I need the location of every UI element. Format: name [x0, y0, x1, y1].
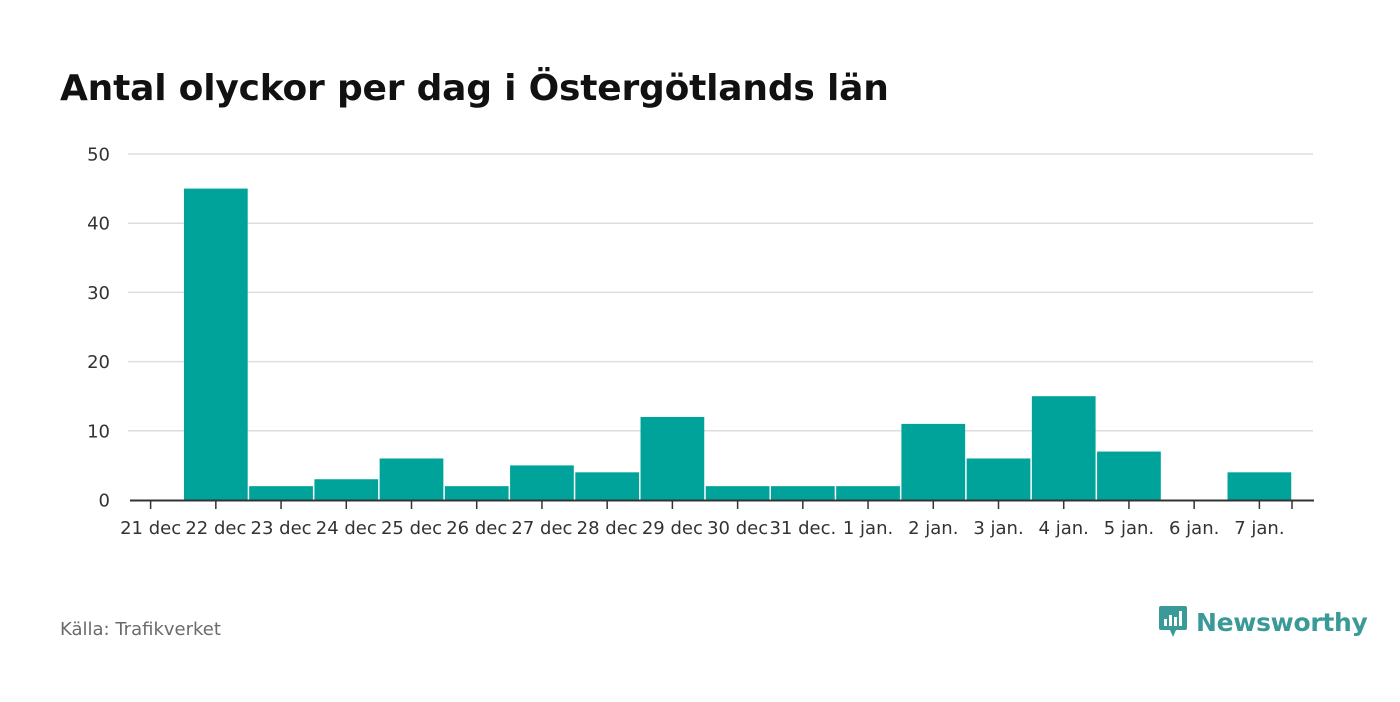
- brand-name: Newsworthy: [1196, 607, 1368, 637]
- x-tick-label: 31 dec.: [769, 518, 836, 539]
- x-tick-label: 24 dec: [316, 518, 377, 539]
- bars: [183, 188, 1292, 500]
- source-note: Källa: Trafikverket: [60, 619, 221, 640]
- x-tick-label: 6 jan.: [1169, 518, 1219, 539]
- x-tick-label: 2 jan.: [908, 518, 958, 539]
- x-tick-label: 22 dec: [185, 518, 246, 539]
- x-tick-label: 25 dec: [381, 518, 442, 539]
- chart-title: Antal olyckor per dag i Östergötlands lä…: [60, 68, 889, 109]
- gridlines: [128, 153, 1313, 432]
- bar: [379, 458, 444, 500]
- y-tick-label: 50: [87, 145, 110, 166]
- bar: [640, 416, 705, 500]
- x-axis-ticks: 21 dec 22 dec 23 dec 24 dec 25 dec 26 dec 27 d…: [120, 500, 1293, 539]
- y-tick-label: 10: [87, 421, 110, 442]
- bar: [966, 458, 1031, 500]
- y-tick-label: 30: [87, 283, 110, 304]
- bar: [1031, 396, 1096, 500]
- bar: [836, 486, 900, 500]
- bar: [770, 486, 835, 500]
- y-tick-label: 20: [87, 352, 110, 373]
- y-tick-label: 0: [99, 491, 110, 512]
- bar: [444, 486, 509, 500]
- x-tick-label: 4 jan.: [1039, 518, 1089, 539]
- x-tick-label: 28 dec: [577, 518, 638, 539]
- bar: [575, 472, 640, 500]
- bar: [705, 486, 770, 500]
- y-axis-ticks: 0 10 20 30 40 50: [87, 145, 110, 512]
- bar-chart: 0 10 20 30 40 50 21 dec 22 dec 23 dec 24 dec 25 d…: [87, 145, 1314, 539]
- x-tick-label: 5 jan.: [1104, 518, 1154, 539]
- x-tick-label: 7 jan.: [1234, 518, 1284, 539]
- newsworthy-logo-icon: [1159, 606, 1187, 637]
- x-tick-label: 26 dec: [446, 518, 507, 539]
- y-tick-label: 40: [87, 214, 110, 235]
- x-tick-label: 30 dec: [707, 518, 768, 539]
- x-tick-label: 21 dec: [120, 518, 181, 539]
- bar: [183, 188, 248, 500]
- brand-logo: Newsworthy: [1158, 604, 1368, 640]
- x-tick-label: 29 dec: [642, 518, 703, 539]
- bar: [314, 479, 379, 500]
- bar: [1097, 451, 1161, 500]
- x-tick-label: 3 jan.: [973, 518, 1023, 539]
- x-tick-label: 1 jan.: [843, 518, 893, 539]
- bar: [249, 486, 313, 500]
- bar: [510, 465, 574, 500]
- x-tick-label: 27 dec: [511, 518, 572, 539]
- bar: [901, 423, 966, 500]
- x-tick-label: 23 dec: [251, 518, 312, 539]
- bar: [1227, 472, 1292, 500]
